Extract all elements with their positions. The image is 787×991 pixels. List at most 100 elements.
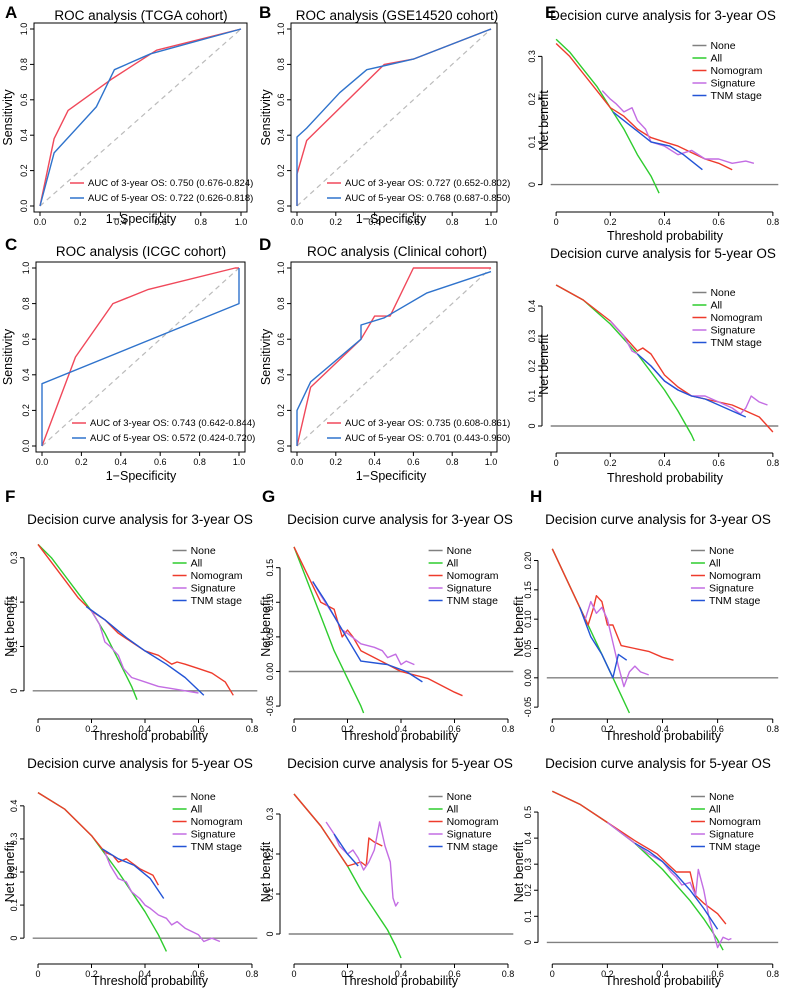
y-tick-label: 0.1 [265, 888, 275, 901]
x-axis-label: 1−Specificity [356, 469, 427, 483]
x-tick-label: 0.8 [767, 217, 780, 227]
y-tick-label: 0.2 [265, 848, 275, 861]
y-axis-label: Sensitivity [1, 328, 15, 385]
series-line-tnm [634, 842, 719, 930]
x-tick-label: 0.8 [195, 217, 208, 227]
x-tick-label: 0.8 [193, 457, 206, 467]
x-tick-label: 0.2 [604, 458, 617, 468]
legend-label: All [447, 558, 459, 570]
legend-label: None [710, 287, 735, 299]
x-tick-label: 0.4 [368, 457, 381, 467]
x-tick-label: 0.2 [74, 217, 87, 227]
y-tick-label: -0.05 [265, 696, 275, 717]
x-tick-label: 0.6 [407, 217, 420, 227]
legend-label: Signature [710, 78, 755, 90]
y-tick-label: 0.8 [19, 58, 29, 71]
series-line-nomogram [37, 543, 234, 696]
y-tick-label: 0.3 [527, 330, 537, 343]
legend-label: AUC of 3-year OS: 0.743 (0.642-0.844) [90, 418, 255, 429]
y-axis-label: Net benefit [3, 841, 17, 902]
x-axis-label: Threshold probability [92, 729, 209, 743]
series-line-roc5 [296, 270, 492, 446]
legend-label: Signature [447, 583, 492, 595]
x-tick-label: 0.2 [330, 217, 343, 227]
legend-label: AUC of 5-year OS: 0.722 (0.626-0.818) [88, 193, 253, 204]
y-tick-label: 0.2 [527, 93, 537, 106]
x-tick-label: 0.4 [658, 458, 671, 468]
y-tick-label: 0.2 [9, 596, 19, 609]
chart-title: Decision curve analysis for 5-year OS [545, 756, 771, 771]
series-line-all [293, 546, 365, 714]
y-tick-label: 0.10 [523, 610, 533, 628]
x-tick-label: 0 [554, 217, 559, 227]
series-line-all [37, 543, 138, 700]
y-tick-label: 0.20 [523, 552, 533, 570]
y-tick-label: 0.1 [527, 390, 537, 403]
x-tick-label: 0.6 [407, 457, 420, 467]
y-tick-label: 0.3 [523, 858, 533, 871]
x-axis-label: Threshold probability [607, 229, 724, 243]
y-tick-label: 0.15 [523, 581, 533, 599]
series-line-all [555, 284, 695, 442]
x-axis-label: Threshold probability [605, 974, 722, 988]
legend-label: TNM stage [709, 841, 761, 853]
chart-title: Decision curve analysis for 5-year OS [287, 756, 513, 771]
x-tick-label: 0.0 [34, 217, 47, 227]
y-tick-label: 0.1 [523, 910, 533, 923]
series-line-nomogram [555, 42, 733, 171]
y-tick-label: 0 [527, 182, 537, 187]
y-tick-label: 0.05 [265, 628, 275, 646]
y-tick-label: 1.0 [19, 23, 29, 36]
y-tick-label: 0 [523, 940, 533, 945]
x-tick-label: 0.0 [291, 217, 304, 227]
series-line-tnm [312, 581, 423, 683]
legend-label: AUC of 3-year OS: 0.727 (0.652-0.802) [345, 178, 510, 189]
x-tick-label: 0.8 [767, 458, 780, 468]
y-tick-label: 0.4 [527, 300, 537, 313]
legend-label: None [710, 40, 735, 52]
legend-label: Nomogram [709, 816, 761, 828]
chart-title: Decision curve analysis for 3-year OS [27, 512, 253, 527]
chart-title: ROC analysis (Clinical cohort) [307, 244, 487, 259]
series-line-tnm [636, 353, 747, 418]
series-line-roc5 [296, 28, 492, 206]
panel-d: D ROC analysis (Clinical cohort) 0.0 0.2 0.4… [259, 235, 510, 483]
y-axis-label: Sensitivity [259, 328, 273, 385]
legend-label: AUC of 3-year OS: 0.750 (0.676-0.824) [88, 178, 253, 189]
y-tick-label: 0.10 [265, 594, 275, 612]
panel-label: C [5, 235, 17, 254]
legend-label: None [709, 791, 734, 803]
legend-label: AUC of 5-year OS: 0.572 (0.424-0.720) [90, 433, 255, 444]
legend-label: Signature [710, 325, 755, 337]
panel-g1: G Decision curve analysis for 3-year OS 0 0… [259, 487, 514, 743]
legend-label: TNM stage [710, 337, 762, 349]
y-tick-label: 0.4 [523, 832, 533, 845]
y-tick-label: 0.2 [276, 404, 286, 417]
x-tick-label: 0.2 [341, 724, 354, 734]
x-tick-label: 0.2 [341, 969, 354, 979]
x-tick-label: 0.4 [656, 969, 669, 979]
chart-title: ROC analysis (TCGA cohort) [54, 8, 227, 23]
y-tick-label: 0.5 [523, 806, 533, 819]
series-line-roc5 [41, 268, 240, 446]
series-line-nomogram [293, 546, 463, 697]
y-tick-label: 0.2 [9, 866, 19, 879]
y-axis-label: Sensitivity [259, 89, 273, 146]
legend-label: Nomogram [447, 816, 499, 828]
chart-title: Decision curve analysis for 3-year OS [287, 512, 513, 527]
x-tick-label: 0.4 [114, 217, 127, 227]
y-tick-label: 0.05 [523, 640, 533, 658]
series-line-tnm [333, 833, 359, 867]
legend-label: Nomogram [710, 312, 762, 324]
x-tick-label: 0.6 [154, 457, 167, 467]
series-line-signature [90, 610, 199, 694]
y-tick-label: 1.0 [21, 262, 31, 275]
y-tick-label: 0.6 [21, 333, 31, 346]
x-axis-label: 1−Specificity [106, 212, 177, 226]
x-tick-label: 0.2 [601, 724, 614, 734]
panel-f1: F Decision curve analysis for 3-year OS 0 0… [3, 487, 258, 743]
panel-label: E [545, 3, 556, 22]
panel-label: B [259, 3, 271, 22]
legend-label: Signature [709, 583, 754, 595]
